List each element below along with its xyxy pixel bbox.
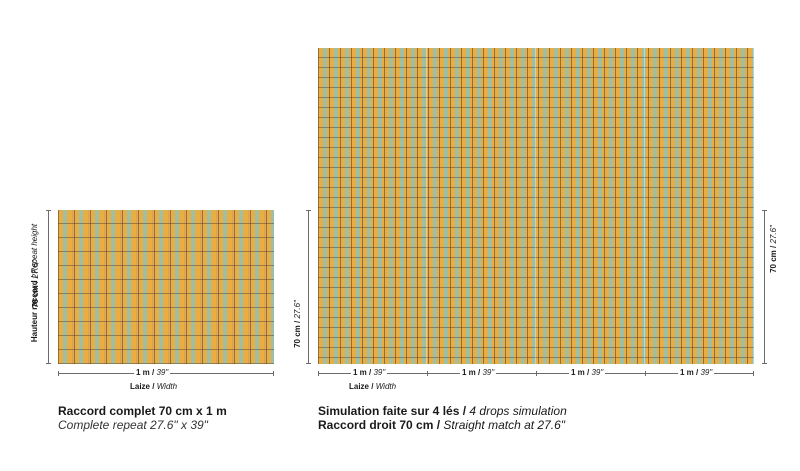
- caption-straight-match: Raccord droit 70 cm / Straight match at …: [318, 418, 566, 432]
- drop-width-2: 1 m / 39": [460, 368, 497, 378]
- laize-label: Laize / Width: [130, 382, 178, 391]
- sim-left-height-line: [308, 210, 309, 364]
- width-dim: 1 m / 39": [134, 368, 171, 378]
- caption-complete-repeat-en: Complete repeat 27.6" x 39": [58, 418, 208, 432]
- sim-left-height-dim: 70 cm / 27.6": [293, 300, 302, 348]
- sim-laize-label: Laize / Width: [349, 382, 397, 391]
- drop-width-3: 1 m / 39": [569, 368, 606, 378]
- repeat-height-dim: 70 cm / 27.6": [31, 260, 40, 308]
- caption-simulation: Simulation faite sur 4 lés / 4 drops sim…: [318, 404, 567, 418]
- caption-complete-repeat: Raccord complet 70 cm x 1 m: [58, 404, 227, 418]
- repeat-height-line: [48, 210, 49, 364]
- repeat-sample-swatch: [58, 210, 274, 364]
- drops-simulation-swatch: [318, 48, 754, 364]
- sim-right-height-dim: 70 cm / 27.6": [769, 225, 778, 273]
- drop-width-4: 1 m / 39": [678, 368, 715, 378]
- sim-right-height-line: [764, 210, 765, 364]
- drop-width-1: 1 m / 39": [351, 368, 388, 378]
